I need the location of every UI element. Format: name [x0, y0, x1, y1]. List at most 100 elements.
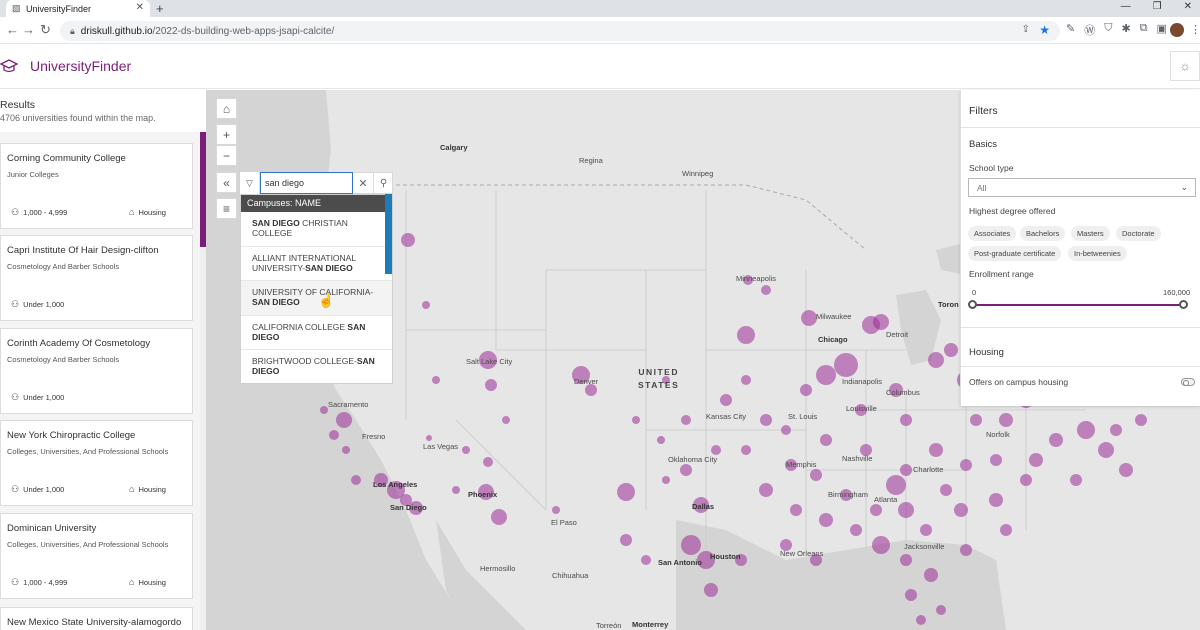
map-label-monterrey: Monterrey: [632, 620, 669, 629]
home-button[interactable]: ⌂: [216, 98, 237, 119]
housing-toggle-switch[interactable]: [1181, 378, 1195, 386]
sun-icon: ☼: [1179, 59, 1191, 73]
results-scrollbar[interactable]: [200, 132, 206, 630]
close-tab-icon[interactable]: ✕: [135, 2, 144, 13]
map-label-indianapolis: Indianapolis: [842, 377, 883, 386]
suggestion-item[interactable]: BRIGHTWOOD COLLEGE-SAN DIEGO: [252, 356, 375, 376]
url-field[interactable]: 🔒︎ driskull.github.io /2022-ds-building-…: [60, 21, 1060, 41]
chip-masters[interactable]: Masters: [1071, 226, 1110, 241]
minus-icon: −: [222, 148, 230, 163]
sidepanel-icon[interactable]: ▣: [1156, 23, 1167, 35]
map-label-minneapolis: Minneapolis: [736, 274, 777, 283]
close-window-icon[interactable]: ✕: [1183, 1, 1192, 12]
slider-min-label: 0: [972, 288, 977, 297]
browser-tab[interactable]: ▧ UniversityFinder ✕: [6, 0, 150, 17]
result-card[interactable]: New York Chiropractic College Colleges, …: [0, 420, 193, 506]
result-card[interactable]: Dominican University Colleges, Universit…: [0, 513, 193, 599]
results-scroll-thumb[interactable]: [200, 132, 206, 247]
lock-icon: 🔒︎: [70, 25, 75, 36]
home-icon: ⌂: [129, 207, 135, 217]
map-label-new-orleans: New Orleans: [780, 549, 824, 558]
school-type-label: School type: [969, 163, 1014, 173]
divider: [961, 366, 1200, 367]
card-type: Junior Colleges: [7, 170, 59, 179]
bookmark-star-icon[interactable]: ★: [1039, 23, 1050, 37]
layer-list-button[interactable]: ≡: [216, 198, 237, 219]
reload-icon[interactable]: ↻: [40, 22, 51, 37]
card-type: Cosmetology And Barber Schools: [7, 355, 120, 364]
map-label-san-antonio: San Antonio: [658, 558, 702, 567]
chip-in-betweenies[interactable]: In-betweenies: [1068, 246, 1127, 261]
search-source-menu[interactable]: ▽: [240, 172, 260, 194]
divider: [961, 327, 1200, 328]
results-title: Results: [0, 99, 36, 111]
maximize-icon[interactable]: ❐: [1152, 1, 1162, 12]
card-name: Capri Institute Of Hair Design-clifton: [7, 245, 159, 256]
card-type: Colleges, Universities, And Professional…: [7, 447, 169, 456]
clear-search-button[interactable]: ✕: [353, 172, 373, 194]
collapse-search-button[interactable]: «: [216, 172, 237, 193]
profile-avatar[interactable]: [1170, 23, 1184, 37]
slider-max-handle[interactable]: [1179, 300, 1188, 309]
home-icon: ⌂: [129, 484, 135, 494]
chip-doctorate[interactable]: Doctorate: [1116, 226, 1161, 241]
map-label-chihuahua: Chihuahua: [552, 571, 589, 580]
results-count: 4706 universities found within the map.: [0, 113, 156, 123]
hand-cursor-icon: ☝: [318, 293, 335, 308]
card-housing: ⌂ Housing: [129, 484, 166, 494]
map-label-hermosillo: Hermosillo: [480, 564, 516, 573]
share-icon[interactable]: ⇪: [1021, 24, 1030, 35]
chip-associates[interactable]: Associates: [968, 226, 1017, 241]
people-icon: ⚇: [11, 392, 20, 402]
chip-post-graduate-certificate[interactable]: Post-graduate certificate: [968, 246, 1062, 261]
suggestion-item[interactable]: ALLIANT INTERNATIONAL UNIVERSITY-SAN DIE…: [241, 247, 392, 281]
extension-wordpress-icon[interactable]: Ⓦ: [1084, 25, 1096, 37]
search-button[interactable]: ⚲: [373, 172, 393, 194]
map-label-los-angeles: Los Angeles: [373, 480, 418, 489]
zoom-out-button[interactable]: −: [216, 145, 237, 166]
result-card[interactable]: Corning Community College Junior College…: [0, 143, 193, 229]
map-label-las-vegas: Las Vegas: [423, 442, 459, 451]
browser-tab-bar: ▧ UniversityFinder ✕ + — ❐ ✕: [0, 0, 1200, 17]
map-label-milwaukee: Milwaukee: [816, 312, 852, 321]
new-tab-icon[interactable]: +: [156, 1, 164, 16]
chip-bachelors[interactable]: Bachelors: [1020, 226, 1066, 241]
enrollment-label: Enrollment range: [969, 269, 1034, 279]
forward-icon[interactable]: →: [22, 22, 35, 37]
browser-menu-icon[interactable]: ⋮: [1190, 24, 1200, 36]
result-card[interactable]: Corinth Academy Of Cosmetology Cosmetolo…: [0, 328, 193, 414]
suggestion-item[interactable]: UNIVERSITY OF CALIFORNIA-SAN DIEGO: [241, 281, 392, 316]
suggestion-item[interactable]: CALIFORNIA COLLEGE SAN DIEGO: [241, 316, 392, 350]
result-card[interactable]: Capri Institute Of Hair Design-clifton C…: [0, 235, 193, 321]
result-card[interactable]: New Mexico State University-alamogordo: [0, 607, 193, 630]
enrollment-slider-track[interactable]: [972, 304, 1184, 306]
extensions-puzzle-icon[interactable]: ⧉: [1139, 22, 1148, 34]
map-label-columbus: Columbus: [886, 388, 920, 397]
extensions-toolbar: ✎ Ⓦ ⛉ ✱ ⧉ ▣: [1066, 22, 1167, 38]
theme-toggle-button[interactable]: ☼: [1170, 51, 1200, 81]
url-host: driskull.github.io: [80, 25, 153, 37]
map-label-sacramento: Sacramento: [328, 400, 369, 409]
suggestions-scrollbar[interactable]: [385, 194, 392, 274]
search-input[interactable]: [260, 172, 353, 194]
search-suggestions: Campuses: NAME SAN DIEGO CHRISTIAN COLLE…: [240, 194, 393, 384]
school-type-select[interactable]: All ⌄: [968, 178, 1196, 197]
suggestion-item[interactable]: SAN DIEGO CHRISTIAN COLLEGE: [241, 212, 392, 247]
basics-heading: Basics: [969, 139, 997, 150]
slider-min-handle[interactable]: [968, 300, 977, 309]
app-title: UniversityFinder: [30, 58, 132, 74]
minimize-icon[interactable]: —: [1120, 1, 1131, 12]
card-name: Corinth Academy Of Cosmetology: [7, 338, 151, 349]
tab-favicon-icon: ▧: [12, 3, 21, 13]
card-enrollment: ⚇ Under 1,000: [11, 299, 65, 309]
back-icon[interactable]: ←: [6, 22, 19, 37]
plus-icon: +: [222, 127, 230, 142]
map-label-atlanta: Atlanta: [874, 495, 898, 504]
extension-gear-icon[interactable]: ✱: [1121, 23, 1131, 35]
extension-pen-icon[interactable]: ✎: [1066, 23, 1076, 35]
card-enrollment: ⚇ Under 1,000: [11, 392, 65, 402]
map-label-norfolk: Norfolk: [986, 430, 1010, 439]
map-label-dallas: Dallas: [692, 502, 715, 511]
extension-shield-icon[interactable]: ⛉: [1104, 22, 1113, 34]
zoom-in-button[interactable]: +: [216, 124, 237, 145]
